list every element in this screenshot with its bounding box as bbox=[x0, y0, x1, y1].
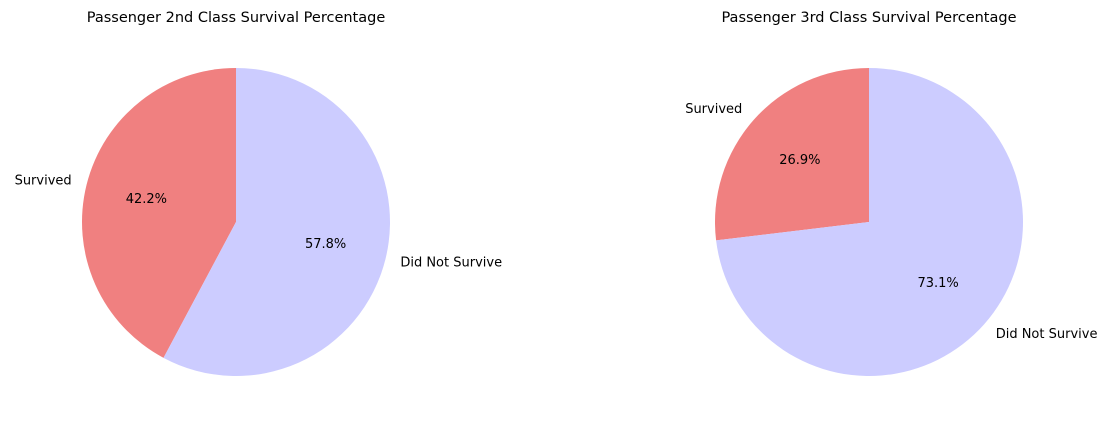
slice-label-did-not-survive: Did Not Survive bbox=[996, 327, 1098, 342]
slice-label-survived: Survived bbox=[685, 102, 742, 117]
pie-slice-did-not-survive bbox=[716, 67, 1023, 376]
pie-slice-did-not-survive bbox=[163, 68, 390, 376]
slice-percent-did-not-survive: 73.1% bbox=[917, 276, 958, 291]
pie-percent-labels: 26.9% 73.1% bbox=[779, 153, 959, 291]
pie-outer-labels: Survived Did Not Survive bbox=[685, 102, 1097, 342]
slice-label-survived: Survived bbox=[15, 173, 72, 188]
slice-percent-did-not-survive: 57.8% bbox=[305, 237, 346, 252]
slice-percent-survived: 42.2% bbox=[126, 192, 167, 207]
slice-percent-survived: 26.9% bbox=[779, 153, 820, 168]
pie-slices bbox=[81, 68, 390, 376]
slice-label-did-not-survive: Did Not Survive bbox=[400, 256, 502, 271]
pie-outer-labels: Survived Did Not Survive bbox=[15, 173, 503, 270]
pie-slice-survived bbox=[715, 68, 869, 241]
chart-title: Passenger 2nd Class Survival Percentage bbox=[87, 10, 386, 26]
pie-slices bbox=[715, 67, 1023, 376]
chart-title: Passenger 3rd Class Survival Percentage bbox=[721, 10, 1016, 26]
pie-chart-2nd-class: Passenger 2nd Class Survival Percentage … bbox=[15, 10, 503, 376]
pie-chart-3rd-class: Passenger 3rd Class Survival Percentage … bbox=[685, 10, 1097, 376]
pie-slice-survived bbox=[81, 68, 236, 358]
pie-percent-labels: 42.2% 57.8% bbox=[126, 192, 347, 252]
